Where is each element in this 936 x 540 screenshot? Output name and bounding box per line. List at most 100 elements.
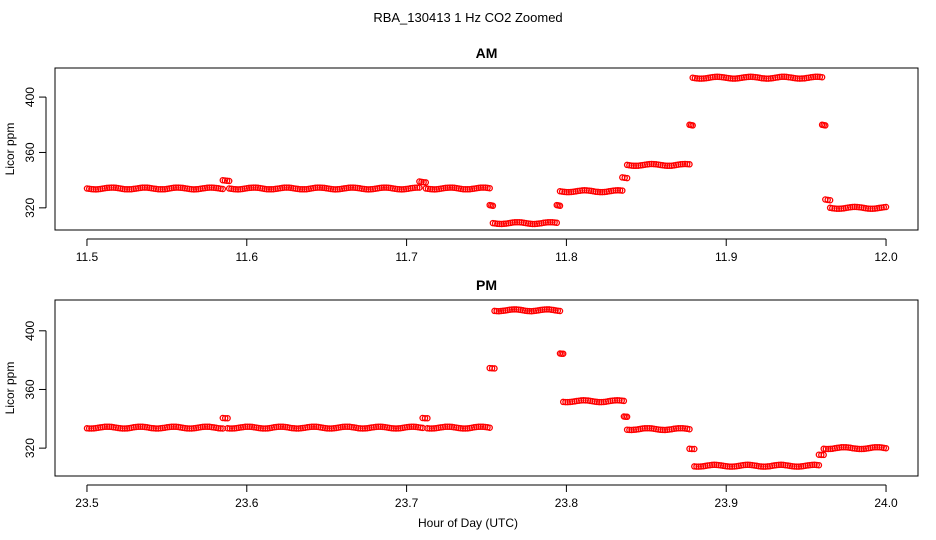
data-point — [446, 184, 454, 191]
data-point — [744, 461, 751, 469]
data-point — [630, 162, 638, 170]
data-point — [623, 174, 631, 182]
data-point — [641, 425, 649, 432]
data-point — [688, 445, 696, 453]
data-point — [324, 425, 331, 432]
data-point — [689, 122, 696, 129]
data-point — [681, 160, 689, 168]
data-point — [716, 73, 723, 81]
data-point — [728, 463, 736, 470]
data-point — [224, 414, 231, 422]
data-point — [806, 461, 814, 469]
data-point — [448, 184, 456, 191]
data-point — [357, 425, 364, 432]
data-point — [639, 425, 646, 432]
data-point — [661, 162, 669, 169]
data-point — [424, 425, 431, 432]
data-point — [791, 463, 798, 470]
data-point — [486, 184, 493, 192]
data-point — [563, 188, 570, 196]
data-point — [846, 204, 854, 211]
data-point — [273, 423, 280, 431]
data-point — [613, 397, 621, 404]
data-point — [159, 186, 166, 193]
data-point — [542, 219, 550, 226]
data-point — [332, 186, 339, 193]
data-point — [745, 73, 752, 81]
data-point — [123, 186, 131, 193]
data-point — [90, 186, 97, 193]
data-point — [559, 398, 567, 406]
data-point — [181, 424, 189, 432]
data-point — [876, 444, 883, 451]
data-point — [428, 425, 436, 432]
data-point — [529, 220, 536, 228]
data-point — [826, 196, 834, 204]
data-point — [105, 184, 113, 191]
data-point — [192, 186, 200, 193]
data-point — [594, 188, 602, 196]
data-point — [822, 445, 830, 453]
data-point — [308, 423, 316, 431]
data-point — [838, 444, 845, 451]
data-point — [491, 365, 498, 372]
data-point — [497, 307, 505, 315]
data-point — [406, 423, 413, 431]
data-point — [355, 424, 362, 432]
pm-y-axis-label: Licor ppm — [3, 362, 17, 415]
data-point — [524, 307, 531, 315]
data-point — [775, 461, 783, 469]
data-point — [296, 185, 304, 193]
data-point — [815, 461, 823, 469]
pm-x-tick-label: 23.7 — [395, 496, 419, 510]
data-point — [394, 425, 402, 432]
data-point — [776, 73, 783, 81]
data-point — [726, 463, 734, 470]
data-point — [583, 187, 590, 194]
data-point — [265, 186, 273, 193]
data-point — [698, 75, 705, 82]
data-point — [446, 423, 453, 431]
data-point — [577, 397, 585, 404]
data-point — [546, 218, 554, 226]
data-point — [232, 186, 240, 193]
data-point — [693, 463, 700, 470]
data-point — [729, 75, 737, 82]
data-point — [544, 219, 552, 226]
data-point — [130, 424, 137, 431]
panel-am: AM 11.5 11.6 11.7 11.8 11.9 12.0 320 360 400 Licor… — [3, 45, 919, 264]
data-point — [390, 425, 398, 432]
data-point — [339, 423, 347, 431]
data-point — [403, 423, 411, 431]
data-point — [262, 425, 269, 432]
data-point — [818, 73, 826, 81]
data-point — [760, 463, 767, 470]
data-point — [312, 184, 319, 192]
data-point — [242, 423, 249, 431]
data-point — [444, 423, 451, 430]
data-point — [224, 425, 231, 432]
data-point — [742, 73, 750, 81]
am-x-tick-label: 11.7 — [395, 250, 418, 264]
data-point — [778, 73, 786, 81]
data-point — [856, 445, 863, 453]
data-point — [203, 423, 211, 430]
data-point — [508, 306, 516, 313]
data-point — [416, 184, 423, 191]
data-point — [363, 186, 370, 193]
data-point — [621, 174, 628, 182]
data-point — [758, 74, 766, 82]
data-point — [808, 461, 816, 469]
data-point — [103, 423, 111, 430]
data-point — [413, 184, 421, 191]
data-point — [510, 306, 518, 313]
data-point — [277, 423, 285, 430]
data-point — [361, 425, 369, 432]
data-point — [496, 220, 503, 228]
data-point — [183, 425, 191, 432]
data-point — [814, 73, 821, 81]
data-point — [411, 184, 419, 191]
data-point — [871, 444, 879, 451]
data-point — [206, 184, 213, 191]
pm-y-tick-label: 360 — [23, 379, 37, 399]
